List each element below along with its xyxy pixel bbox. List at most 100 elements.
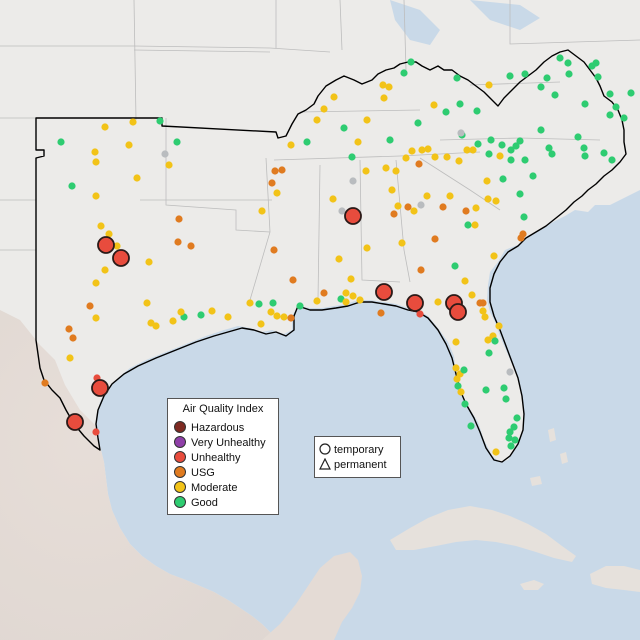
sensor-marker (289, 276, 297, 284)
sensor-marker (608, 156, 616, 164)
sensor-marker (197, 311, 205, 319)
sensor-marker (382, 164, 390, 172)
sensor-marker (340, 124, 348, 132)
sensor-marker (156, 117, 164, 125)
sensor-marker (483, 177, 491, 185)
state-boundaries (0, 0, 640, 301)
sensor-marker (145, 258, 153, 266)
sensor-marker (506, 428, 514, 436)
sensor-marker (177, 308, 185, 316)
sensor-marker (482, 386, 490, 394)
sensor-marker (379, 81, 387, 89)
sensor-marker (581, 100, 589, 108)
sensor-marker (386, 136, 394, 144)
temporary-monitor-marker (66, 413, 84, 431)
sensor-marker (485, 150, 493, 158)
great-lakes (390, 0, 540, 45)
sensor-marker (65, 325, 73, 333)
sensor-marker (479, 307, 487, 315)
temporary-monitor-marker (375, 283, 393, 301)
good-swatch (174, 496, 186, 508)
legend-label: permanent (334, 459, 387, 471)
sensor-marker (349, 177, 357, 185)
legend-item-hazardous: Hazardous (174, 421, 244, 435)
sensor-marker (362, 167, 370, 175)
sensor-marker (551, 91, 559, 99)
sensor-marker (101, 123, 109, 131)
sensor-marker (506, 368, 514, 376)
sensor-marker (385, 83, 393, 91)
sensor-marker (270, 246, 278, 254)
sensor-marker (390, 210, 398, 218)
sensor-marker (287, 141, 295, 149)
sensor-marker (392, 167, 400, 175)
moderate-swatch (174, 481, 186, 493)
sensor-marker (258, 207, 266, 215)
sensor-marker (414, 119, 422, 127)
sensor-marker (431, 235, 439, 243)
legend-item-permanent: permanent (319, 457, 387, 472)
legend-item-usg: USG (174, 466, 215, 480)
sensor-marker (69, 334, 77, 342)
sensor-marker (41, 379, 49, 387)
sensor-marker (453, 375, 461, 383)
legend-label: Moderate (191, 482, 238, 494)
sensor-marker (257, 320, 265, 328)
sensor-marker (442, 108, 450, 116)
sensor-marker (484, 195, 492, 203)
sensor-marker (529, 172, 537, 180)
sensor-marker (537, 83, 545, 91)
sensor-marker (537, 126, 545, 134)
sensor-marker (363, 116, 371, 124)
land-mexico (0, 310, 274, 640)
sensor-marker (461, 400, 469, 408)
sensor-marker (271, 167, 279, 175)
sensor-marker (143, 299, 151, 307)
sensor-marker (498, 141, 506, 149)
sensor-marker (455, 157, 463, 165)
sensor-marker (335, 255, 343, 263)
sensor-marker (481, 313, 489, 321)
sensor-marker (451, 262, 459, 270)
sensor-marker (255, 300, 263, 308)
sensor-marker (548, 150, 556, 158)
sensor-marker (407, 58, 415, 66)
sensor-marker (600, 149, 608, 157)
sensor-marker (443, 153, 451, 161)
sensor-marker (173, 138, 181, 146)
sensor-marker (479, 299, 487, 307)
very-unhealthy-swatch (174, 436, 186, 448)
legend-label: Hazardous (191, 422, 245, 434)
sensor-marker (267, 308, 275, 316)
sensor-marker (418, 146, 426, 154)
temporary-monitor-marker (406, 294, 424, 312)
sensor-marker (574, 133, 582, 141)
sensor-marker (606, 90, 614, 98)
sensor-marker (592, 59, 600, 67)
sensor-marker (320, 289, 328, 297)
sensor-marker (152, 322, 160, 330)
sensor-marker (224, 313, 232, 321)
sensor-marker (169, 317, 177, 325)
sensor-marker (208, 307, 216, 315)
sensor-marker (506, 72, 514, 80)
sensor-marker (492, 197, 500, 205)
sensor-marker (268, 179, 276, 187)
sensor-marker (377, 309, 385, 317)
sensor-marker (564, 59, 572, 67)
sensor-marker (462, 207, 470, 215)
sensor-marker (507, 156, 515, 164)
usg-swatch (174, 466, 186, 478)
sensor-marker (408, 147, 416, 155)
sensor-marker (511, 436, 519, 444)
sensor-marker (468, 291, 476, 299)
temporary-monitor-marker (344, 207, 362, 225)
sensor-marker (520, 213, 528, 221)
sensor-marker (516, 190, 524, 198)
sensor-marker (513, 414, 521, 422)
sensor-marker (473, 107, 481, 115)
sensor-marker (606, 111, 614, 119)
sensor-marker (165, 161, 173, 169)
sensor-marker (545, 144, 553, 152)
sensor-marker (92, 428, 100, 436)
